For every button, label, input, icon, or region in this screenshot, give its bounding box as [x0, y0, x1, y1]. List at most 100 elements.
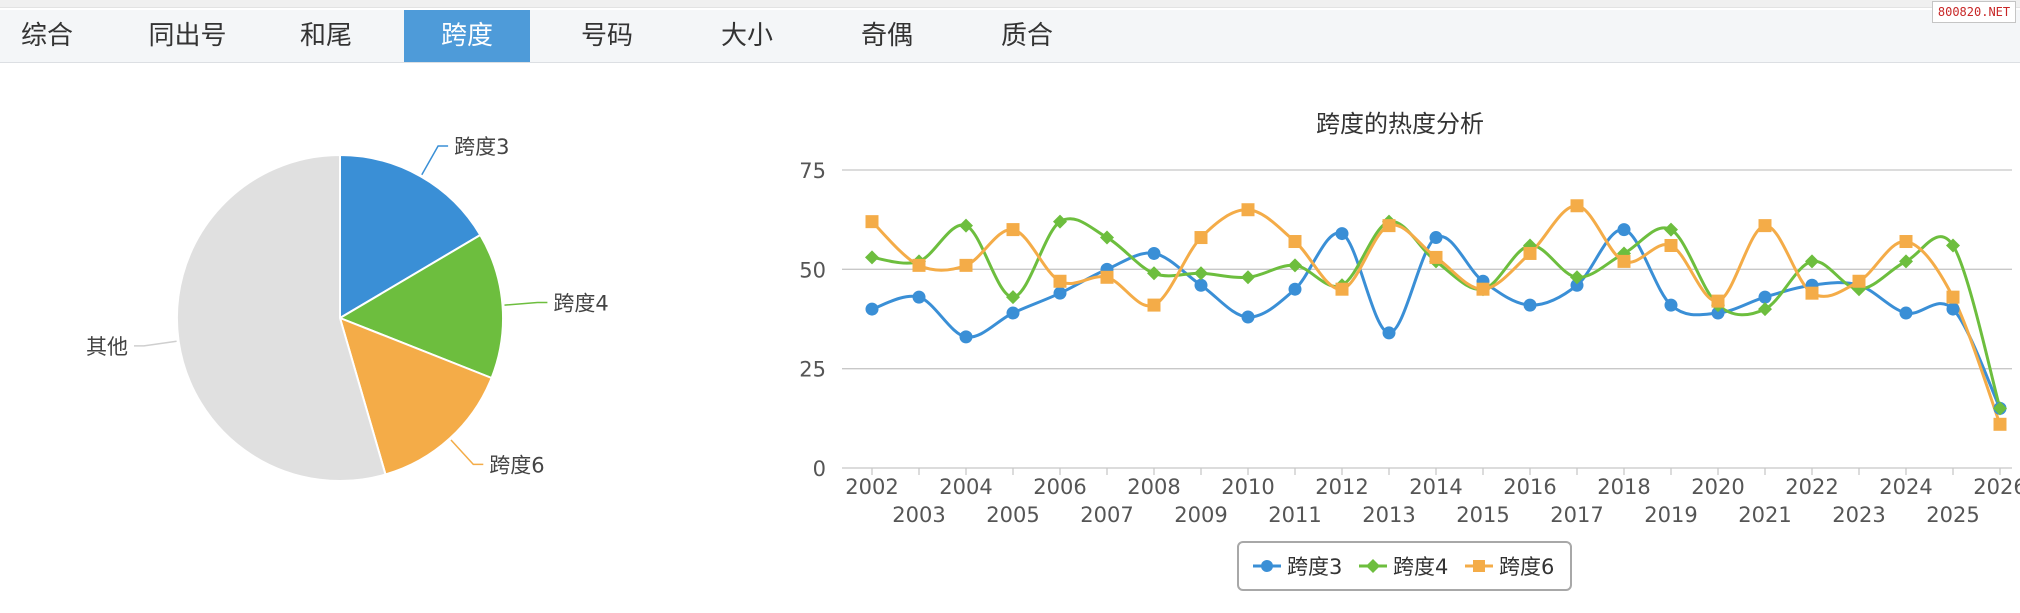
series-2-point-19[interactable] — [1758, 219, 1772, 233]
series-0-point-7[interactable] — [1194, 278, 1208, 292]
series-0-point-1[interactable] — [912, 290, 926, 304]
series-0-point-2[interactable] — [959, 330, 973, 344]
pie-chart: 跨度3 跨度4 跨度6 其他 — [86, 135, 609, 482]
series-0-point-8[interactable] — [1241, 310, 1255, 324]
series-2-point-0[interactable] — [865, 215, 879, 229]
x-tick-label-top-2: 2006 — [1033, 475, 1086, 499]
series-1-point-4[interactable] — [1053, 214, 1067, 229]
series-0-point-3[interactable] — [1006, 306, 1020, 320]
series-1-point-17[interactable] — [1664, 222, 1678, 237]
series-2-point-14[interactable] — [1523, 246, 1537, 260]
series-2-point-22[interactable] — [1899, 235, 1913, 249]
series-2-point-1[interactable] — [912, 258, 926, 272]
y-tick-label-2: 50 — [799, 258, 826, 282]
tab-haoma[interactable]: 号码 — [580, 21, 633, 51]
series-2-point-3[interactable] — [1006, 223, 1020, 237]
series-1-point-6[interactable] — [1147, 266, 1161, 281]
x-tick-label-top-8: 2018 — [1597, 475, 1650, 499]
series-1-point-2[interactable] — [959, 218, 973, 233]
series-2-point-17[interactable] — [1664, 238, 1678, 252]
tab-hewei[interactable]: 和尾 — [299, 21, 352, 51]
x-tick-label-top-1: 2004 — [939, 475, 992, 499]
x-tick-label-top-0: 2002 — [845, 475, 898, 499]
series-0-point-17[interactable] — [1664, 298, 1678, 312]
series-2-point-10[interactable] — [1335, 282, 1349, 296]
series-0-point-14[interactable] — [1523, 298, 1537, 312]
series-0-point-0[interactable] — [865, 302, 879, 316]
pie-slice-0[interactable] — [339, 153, 482, 320]
series-2-point-20[interactable] — [1805, 286, 1819, 300]
series-1-point-5[interactable] — [1100, 230, 1114, 245]
series-line-1[interactable] — [871, 217, 2002, 409]
series-2-point-7[interactable] — [1194, 231, 1208, 245]
pie-label-2: 跨度6 — [489, 453, 544, 477]
legend-item-kuadu4[interactable]: 跨度4 — [1359, 555, 1448, 579]
pie-label-0: 跨度3 — [454, 135, 509, 159]
legend-label-kuadu3: 跨度3 — [1287, 555, 1342, 579]
tab-jiou[interactable]: 奇偶 — [860, 21, 913, 51]
series-0-point-12[interactable] — [1429, 231, 1443, 245]
x-tick-label-bottom-5: 2013 — [1362, 503, 1415, 527]
series-0-point-10[interactable] — [1335, 227, 1349, 241]
series-1-point-7[interactable] — [1194, 266, 1208, 281]
series-2-point-12[interactable] — [1429, 250, 1443, 264]
series-2-point-21[interactable] — [1852, 274, 1866, 288]
series-2-point-6[interactable] — [1147, 298, 1161, 312]
series-2-point-11[interactable] — [1382, 219, 1396, 233]
series-0-point-9[interactable] — [1288, 282, 1302, 296]
legend-label-kuadu6: 跨度6 — [1499, 555, 1554, 579]
tab-tongchuhao[interactable]: 同出号 — [148, 21, 227, 51]
series-2-point-4[interactable] — [1053, 274, 1067, 288]
pie-leader-0 — [421, 145, 449, 176]
series-0-point-15[interactable] — [1570, 278, 1584, 292]
pie-slice-3[interactable] — [175, 153, 387, 482]
series-0-point-6[interactable] — [1147, 246, 1161, 260]
site-logo: 800820.NET — [1932, 1, 2016, 23]
series-1-point-0[interactable] — [865, 250, 879, 265]
x-tick-label-top-10: 2022 — [1785, 475, 1838, 499]
x-tick-label-top-11: 2024 — [1879, 475, 1932, 499]
series-0-point-23[interactable] — [1946, 302, 1960, 316]
pie-leader-1 — [504, 301, 548, 306]
series-0-point-18[interactable] — [1711, 306, 1725, 320]
series-2-point-9[interactable] — [1288, 235, 1302, 249]
series-2-point-5[interactable] — [1100, 270, 1114, 284]
series-1-point-20[interactable] — [1805, 254, 1819, 269]
tab-zonghe[interactable]: 综合 — [20, 21, 73, 51]
series-1-point-24[interactable] — [1993, 401, 2007, 416]
series-2-point-8[interactable] — [1241, 203, 1255, 217]
series-1-point-19[interactable] — [1758, 302, 1772, 317]
tab-daxiao[interactable]: 大小 — [720, 21, 773, 51]
pie-slice-2[interactable] — [338, 316, 493, 476]
series-1-point-23[interactable] — [1946, 238, 1960, 253]
series-2-point-2[interactable] — [959, 258, 973, 272]
legend-item-kuadu6[interactable]: 跨度6 — [1465, 555, 1554, 579]
pie-slice-1[interactable] — [337, 233, 505, 380]
series-0-point-22[interactable] — [1899, 306, 1913, 320]
series-0-point-11[interactable] — [1382, 326, 1396, 340]
series-1-point-3[interactable] — [1006, 290, 1020, 305]
series-1-point-9[interactable] — [1288, 258, 1302, 273]
x-tick-label-top-7: 2016 — [1503, 475, 1556, 499]
legend-item-kuadu3[interactable]: 跨度3 — [1253, 555, 1342, 579]
series-0-point-16[interactable] — [1617, 223, 1631, 237]
series-1-point-8[interactable] — [1241, 270, 1255, 285]
x-tick-label-bottom-9: 2021 — [1738, 503, 1791, 527]
x-tick-label-top-5: 2012 — [1315, 475, 1368, 499]
series-1-point-15[interactable] — [1570, 270, 1584, 285]
series-2-point-15[interactable] — [1570, 199, 1584, 213]
series-2-point-16[interactable] — [1617, 254, 1631, 268]
series-2-point-24[interactable] — [1993, 417, 2007, 431]
y-tick-label-0: 0 — [813, 457, 826, 481]
series-2-point-23[interactable] — [1946, 290, 1960, 304]
tab-kuadu[interactable]: 跨度 — [404, 10, 530, 62]
legend-marker-kuadu6 — [1473, 560, 1485, 572]
series-0-point-4[interactable] — [1053, 286, 1067, 300]
series-2-point-13[interactable] — [1476, 282, 1490, 296]
top-border — [0, 0, 2020, 8]
series-2-point-18[interactable] — [1711, 294, 1725, 308]
tab-zhihe[interactable]: 质合 — [1000, 21, 1053, 51]
series-0-point-19[interactable] — [1758, 290, 1772, 304]
x-tick-label-bottom-10: 2023 — [1832, 503, 1885, 527]
x-tick-label-bottom-7: 2017 — [1550, 503, 1603, 527]
